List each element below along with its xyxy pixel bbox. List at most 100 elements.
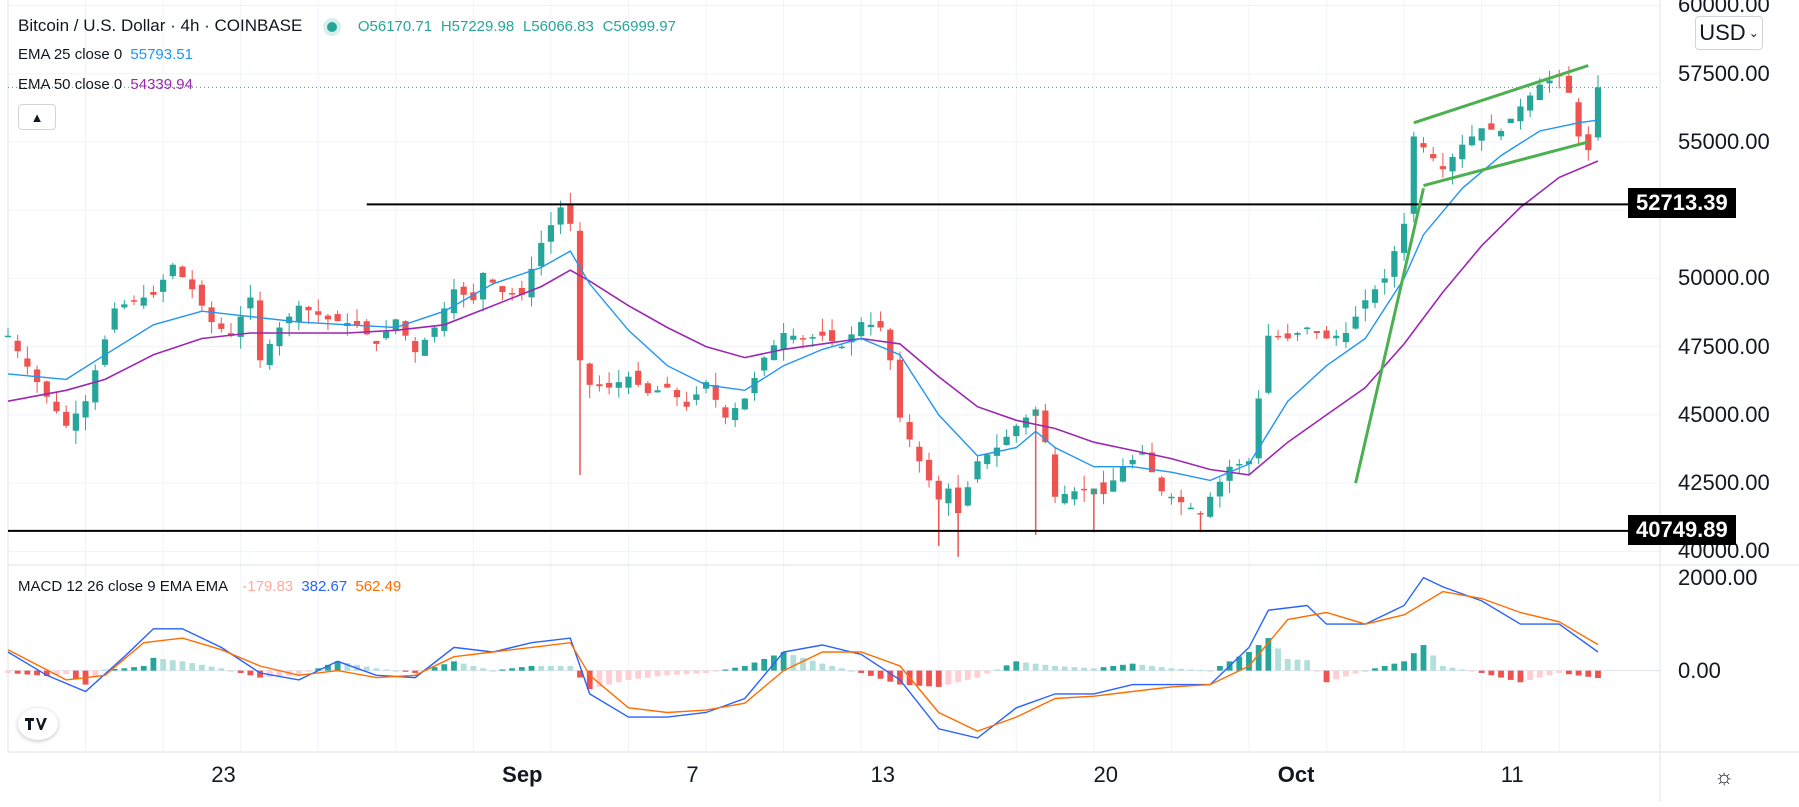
macd-histogram-bar	[198, 664, 205, 671]
macd-histogram-bar	[867, 670, 874, 676]
candle-body	[654, 390, 661, 393]
macd-histogram-bar	[1595, 670, 1601, 679]
candle-body	[596, 384, 603, 387]
macd-histogram-bar	[470, 665, 477, 671]
price-tick-label: 50000.00	[1678, 265, 1770, 291]
macd-histogram-bar	[150, 657, 157, 671]
candle-body	[150, 291, 157, 295]
macd-histogram-bar	[993, 669, 1000, 671]
macd-histogram-bar	[1246, 652, 1252, 671]
candle-body	[1517, 106, 1524, 122]
macd-histogram-bar	[237, 670, 244, 673]
candle-body	[916, 446, 923, 462]
candle-body	[1148, 452, 1156, 473]
candle-body	[1226, 466, 1233, 481]
macd-histogram-bar	[518, 667, 525, 671]
macd-histogram-bar	[1352, 670, 1359, 674]
ema50-value: 54339.94	[130, 76, 193, 93]
price-tick-label: 47500.00	[1678, 333, 1770, 359]
candle-body	[82, 401, 89, 418]
time-tick-label: 13	[870, 762, 896, 787]
macd-histogram-bar	[780, 652, 787, 671]
candle-body	[1187, 507, 1194, 510]
candle-body	[286, 316, 293, 324]
currency-selector[interactable]: USD ⌄	[1695, 16, 1763, 50]
candle-body	[518, 288, 525, 295]
candle-body	[935, 480, 942, 500]
macd-histogram-bar	[451, 661, 457, 671]
time-tick-label: Oct	[1277, 762, 1315, 787]
tradingview-logo-icon[interactable]	[18, 708, 58, 740]
candle-body	[693, 394, 700, 400]
candle-body	[237, 316, 244, 337]
ema25-legend[interactable]: EMA 25 close 0 55793.51	[18, 46, 197, 63]
candle-body	[92, 370, 99, 403]
macd-value: 382.67	[301, 578, 348, 595]
macd-histogram-bar	[654, 670, 661, 677]
macd-histogram-bar	[1129, 663, 1136, 671]
candle-body	[1371, 289, 1379, 303]
macd-histogram-bar	[1304, 660, 1311, 671]
price-tick-label: 45000.00	[1678, 401, 1770, 427]
candle-body	[392, 319, 399, 331]
candle-body	[1003, 436, 1010, 445]
settings-gear-icon[interactable]: ☼	[1714, 764, 1735, 789]
macd-histogram-bar	[247, 670, 254, 676]
ema50-legend[interactable]: EMA 50 close 0 54339.94	[18, 76, 197, 93]
candle-body	[906, 422, 913, 440]
candle-body	[412, 341, 419, 353]
candle-body	[1265, 335, 1272, 393]
candle-body	[1051, 454, 1059, 497]
macd-histogram-bar	[72, 670, 79, 680]
macd-histogram-bar	[431, 667, 438, 671]
candle-body	[945, 488, 952, 504]
symbol-legend: Bitcoin / U.S. Dollar · 4h · COINBASE O5…	[18, 16, 680, 36]
macd-histogram-bar	[1536, 670, 1543, 678]
macd-histogram-bar	[1071, 667, 1078, 671]
macd-histogram-bar	[664, 670, 671, 676]
macd-histogram-bar	[1469, 670, 1475, 672]
candle-body	[1119, 466, 1127, 482]
ema25-label: EMA 25 close 0	[18, 46, 123, 63]
symbol-title: Bitcoin / U.S. Dollar · 4h · COINBASE	[18, 16, 303, 35]
macd-histogram-bar	[1556, 670, 1563, 673]
candle-body	[441, 308, 448, 331]
macd-histogram-bar	[373, 668, 380, 671]
macd-histogram-bar	[160, 659, 167, 671]
macd-histogram-bar	[1284, 659, 1291, 671]
macd-histogram-bar	[703, 670, 709, 673]
macd-histogram-bar	[964, 670, 971, 680]
candle-body	[43, 381, 50, 397]
macd-histogram-bar	[955, 670, 962, 683]
ohlc-high: H57229.98	[440, 18, 515, 35]
collapse-legend-button[interactable]: ▲	[18, 104, 56, 130]
time-tick-label: 23	[211, 762, 236, 787]
candle-body	[1342, 332, 1350, 343]
macd-histogram-bar	[1149, 665, 1155, 671]
macd-histogram-bar	[1216, 665, 1223, 671]
macd-tick-label: 2000.00	[1678, 564, 1758, 590]
candle-body	[334, 314, 341, 322]
trendline-channel-upper	[1413, 64, 1589, 125]
macd-histogram-bar	[674, 670, 680, 675]
macd-legend[interactable]: MACD 12 26 close 9 EMA EMA -179.83 382.6…	[18, 578, 405, 595]
macd-histogram-bar	[295, 670, 302, 676]
macd-histogram-bar	[218, 668, 225, 671]
macd-histogram-bar	[460, 663, 467, 671]
macd-histogram-bar	[606, 670, 613, 685]
candle-body	[470, 292, 477, 301]
macd-histogram-bar	[712, 670, 719, 672]
candle-body	[955, 487, 962, 514]
candle-body	[1546, 80, 1553, 84]
macd-histogram-bar	[722, 669, 729, 671]
candle-body	[925, 459, 933, 481]
macd-histogram-bar	[63, 670, 70, 675]
candle-body	[1333, 335, 1340, 339]
macd-histogram-bar	[1100, 667, 1107, 671]
macd-histogram-bar	[1449, 667, 1456, 671]
candle-body	[1236, 464, 1243, 466]
macd-histogram-bar	[1401, 661, 1408, 671]
candle-body	[189, 279, 196, 290]
macd-histogram-bar	[1042, 664, 1049, 671]
